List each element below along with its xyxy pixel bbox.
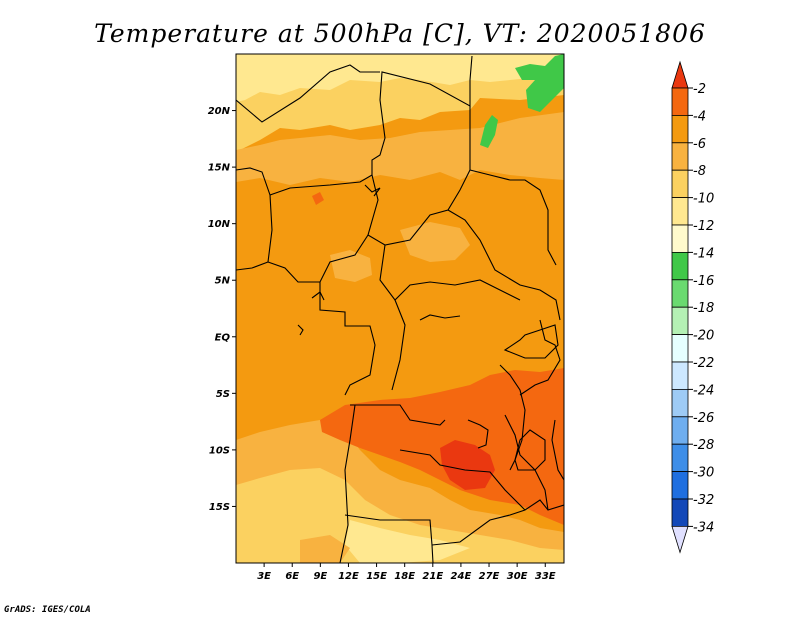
field-region-c_2-core <box>320 368 564 525</box>
colorbar-bottom-arrow <box>671 526 689 554</box>
colorbar-top-arrow <box>671 60 689 89</box>
lat-tick-label: 10N <box>208 219 231 230</box>
colorbar-label: -24 <box>693 383 714 398</box>
colorbar-swatch <box>671 224 689 253</box>
colorbar-label: -12 <box>693 219 714 234</box>
map-frame <box>235 53 565 564</box>
field-region-c_10-north <box>236 54 470 102</box>
colorbar-label: -28 <box>693 438 714 453</box>
colorbar-swatch <box>671 115 689 144</box>
colorbar-label: -14 <box>693 246 714 261</box>
colorbar-label: -16 <box>693 274 714 289</box>
colorbar-label: -30 <box>693 466 714 481</box>
colorbar-label: -8 <box>693 164 706 179</box>
field-region-c_0-core <box>440 440 495 490</box>
lon-tick-label: 33E <box>535 571 556 582</box>
colorbar-swatch <box>671 361 689 390</box>
lat-tick-label: 10S <box>209 445 230 456</box>
colorbar-swatch <box>671 87 689 116</box>
colorbar-swatch <box>671 471 689 500</box>
lat-tick-label: 5S <box>216 389 230 400</box>
lon-tick-label: 27E <box>479 571 500 582</box>
lat-tick-label: 15N <box>208 163 231 174</box>
colorbar-swatch <box>671 142 689 171</box>
colorbar-label: -22 <box>693 356 714 371</box>
colorbar-swatch <box>671 388 689 418</box>
lon-tick-label: 15E <box>366 571 387 582</box>
colorbar-label: -10 <box>693 192 714 207</box>
colorbar-label: -32 <box>693 493 714 508</box>
lon-tick-label: 24E <box>451 571 472 582</box>
colorbar-swatch <box>671 306 689 336</box>
colorbar-swatch <box>671 498 689 527</box>
lat-tick-label: EQ <box>215 332 231 343</box>
lon-tick-label: 6E <box>285 571 299 582</box>
field-region-c_6-central <box>330 250 372 282</box>
lat-tick-label: 15S <box>209 502 230 513</box>
field-region-c_10-south <box>345 520 470 563</box>
colorbar-label: -18 <box>693 301 714 316</box>
colorbar-swatch <box>671 197 689 226</box>
colorbar-label: -26 <box>693 411 714 426</box>
field-region-c_6-east <box>400 222 470 262</box>
colorbar-swatch <box>671 279 689 308</box>
colorbar-swatch <box>671 443 689 473</box>
colorbar-swatch <box>671 334 689 363</box>
lon-tick-label: 12E <box>338 571 359 582</box>
colorbar-swatch <box>671 251 689 281</box>
lon-tick-label: 18E <box>394 571 415 582</box>
lat-tick-label: 5N <box>215 276 231 287</box>
lon-tick-label: 21E <box>422 571 443 582</box>
field-region-c_2-patch <box>312 192 324 205</box>
colorbar: -2 -4 -6 -8 -10 -12 -14 -16 -18 -20 -22 -24 -26 -28 -3… <box>671 60 714 554</box>
colorbar-label: -20 <box>693 329 714 344</box>
lon-tick-label: 3E <box>257 571 271 582</box>
colorbar-label: -2 <box>693 82 706 97</box>
lat-tick-label: 20N <box>208 106 231 117</box>
political-borders <box>236 55 564 563</box>
colorbar-swatch <box>671 169 689 198</box>
colorbar-label: -34 <box>693 520 714 535</box>
lon-tick-label: 30E <box>507 571 528 582</box>
field-region-c_6-south-patch <box>300 535 350 563</box>
chart-title: Temperature at 500hPa [C], VT: 202005180… <box>94 19 706 48</box>
colorbar-swatch <box>671 416 689 445</box>
credit-text: GrADS: IGES/COLA <box>4 605 91 615</box>
colorbar-label: -4 <box>693 109 706 124</box>
field-region-green_12-a <box>515 54 564 112</box>
map-panel <box>236 54 564 563</box>
field-region-c_6-sahel <box>236 112 564 185</box>
field-region-green_12-b <box>480 115 498 148</box>
axis-ticks: 3E 6E 9E 12E 15E 18E 21E 24E 27E 30E 33E 20N 15N 10N 5… <box>208 106 556 582</box>
lon-tick-label: 9E <box>313 571 327 582</box>
colorbar-label: -6 <box>693 137 706 152</box>
